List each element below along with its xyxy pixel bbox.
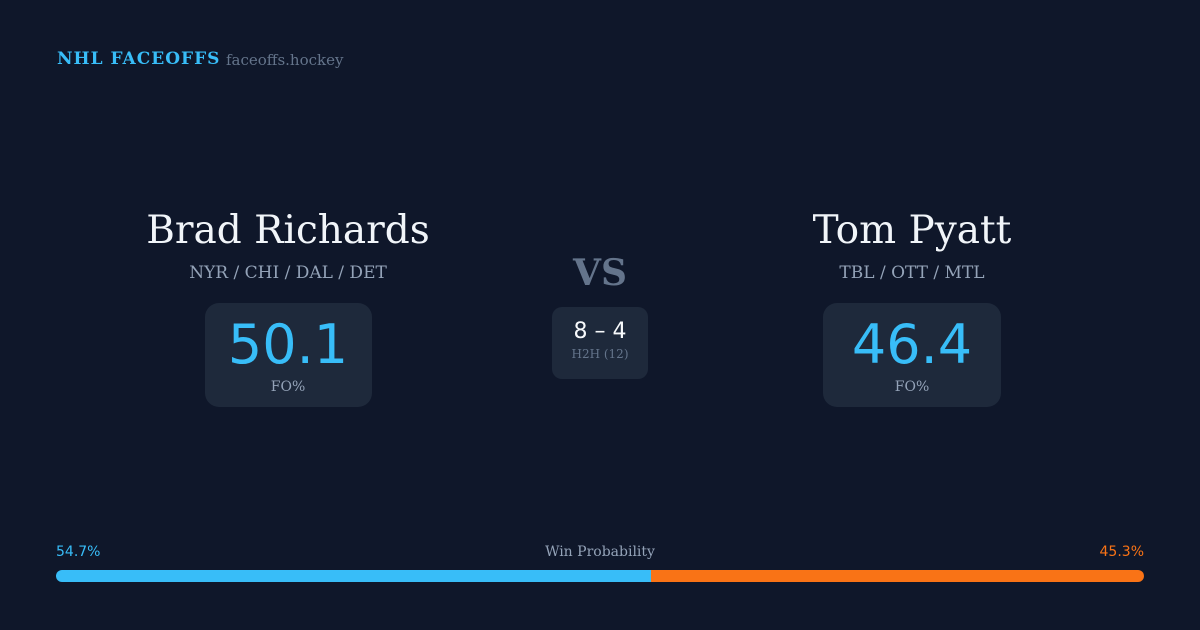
- right-player-name: Tom Pyatt: [812, 208, 1012, 253]
- right-player-teams: TBL / OTT / MTL: [839, 263, 985, 283]
- versus-label: VS: [573, 252, 627, 294]
- right-fo-label: FO%: [894, 379, 930, 395]
- left-fo-pct: 50.1: [227, 313, 349, 376]
- right-fo-card: 46.4 FO%: [823, 303, 1001, 407]
- left-player-teams: NYR / CHI / DAL / DET: [189, 263, 387, 283]
- left-fo-card: 50.1 FO%: [204, 303, 372, 407]
- left-fo-label: FO%: [270, 379, 306, 395]
- left-win-prob-fill: [56, 570, 652, 582]
- right-win-prob: 45.3%: [1099, 544, 1144, 560]
- right-player: Tom Pyatt TBL / OTT / MTL 46.4 FO%: [702, 205, 1122, 407]
- h2h-label: H2H (12): [571, 347, 629, 361]
- left-player-name: Brad Richards: [146, 208, 430, 253]
- site-url: faceoffs.hockey: [226, 51, 344, 69]
- right-fo-pct: 46.4: [851, 313, 973, 376]
- h2h-card: 8 – 4 H2H (12): [552, 307, 648, 379]
- win-prob-label: Win Probability: [545, 544, 655, 560]
- left-player: Brad Richards NYR / CHI / DAL / DET 50.1…: [78, 205, 498, 407]
- left-win-prob: 54.7%: [56, 544, 101, 560]
- brand-title: NHL FACEOFFS: [57, 49, 221, 69]
- h2h-score: 8 – 4: [573, 319, 627, 344]
- right-win-prob-fill: [651, 570, 1144, 582]
- win-prob-bar: [56, 570, 1144, 582]
